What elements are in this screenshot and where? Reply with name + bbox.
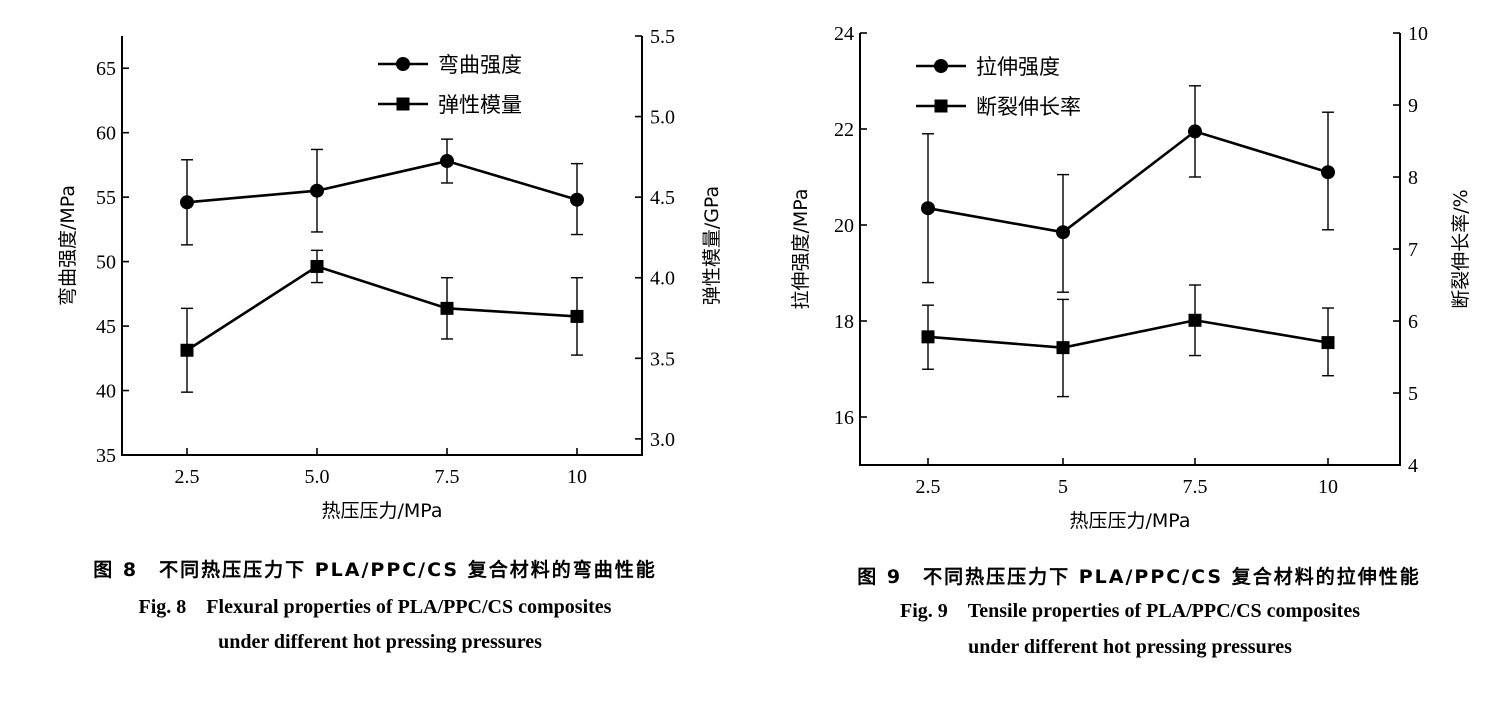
data-point-square: [310, 259, 324, 273]
figure-8-caption-en-line1: Fig. 8 Flexural properties of PLA/PPC/CS…: [138, 596, 612, 618]
figure-8-panel: 35 40 45 50 55 60 65 3.0 3.5 4.0 4.5 5.0 5.5 2.5 5.0 7.…: [57, 26, 723, 653]
legend-marker-circle: [934, 59, 948, 73]
series-line-2: [927, 318, 1329, 349]
y-right-tick-label: 3.0: [650, 429, 675, 451]
figure-9-caption-cn: 图 9 不同热压压力下 PLA/PPC/CS 复合材料的拉伸性能: [857, 566, 1421, 588]
figure-8-caption-en-line2: under different hot pressing pressures: [218, 631, 542, 653]
y-right-tick-label: 4: [1408, 455, 1418, 477]
x-tick-label: 7.5: [435, 466, 460, 488]
y-right-tick-label: 6: [1408, 311, 1418, 333]
figure-9-caption-en-line2: under different hot pressing pressures: [968, 636, 1292, 658]
data-point-circle: [921, 201, 935, 216]
data-point-circle: [440, 154, 454, 169]
y-right-tick-label: 5.0: [650, 107, 675, 129]
series-line-2: [186, 265, 578, 352]
y-left-tick-label: 55: [96, 187, 116, 209]
data-point-square: [1321, 336, 1335, 350]
y-right-tick-label: 5: [1408, 383, 1418, 405]
y-left-tick-label: 16: [834, 407, 854, 429]
data-point-square: [1056, 341, 1070, 355]
tensile-chart: 16 18 20 22 24 4 5 6 7 8 9 10 2.5 5 7.5 10 热压压力/MPa 拉伸强度/…: [790, 23, 1472, 532]
x-axis-title: 热压压力/MPa: [321, 500, 442, 522]
data-point-circle: [1056, 225, 1070, 240]
series-line-1: [186, 159, 578, 204]
data-point-circle: [1188, 124, 1202, 139]
y-right-tick-label: 8: [1408, 167, 1418, 189]
y-right-tick-label: 5.5: [650, 26, 675, 48]
data-point-circle: [570, 192, 584, 207]
data-point-square: [570, 309, 584, 323]
x-tick-label: 7.5: [1183, 476, 1208, 498]
y-right-tick-label: 10: [1408, 23, 1428, 45]
legend-marker-circle: [396, 57, 410, 71]
legend-label: 断裂伸长率: [976, 95, 1081, 119]
x-tick-label: 10: [567, 466, 587, 488]
x-tick-label: 5.0: [305, 466, 330, 488]
data-point-circle: [180, 195, 194, 210]
data-point-square: [440, 301, 454, 315]
series-line-1: [927, 129, 1329, 234]
y-left-axis-title: 拉伸强度/MPa: [790, 188, 812, 309]
legend-label: 弹性模量: [438, 93, 522, 117]
data-point-circle: [1321, 165, 1335, 180]
plot-frame: [859, 33, 1401, 466]
y-left-tick-label: 18: [834, 311, 854, 333]
y-left-tick-label: 50: [96, 252, 116, 274]
data-point-circle: [310, 183, 324, 198]
y-right-tick-label: 4.5: [650, 187, 675, 209]
legend-label: 拉伸强度: [976, 55, 1060, 79]
y-left-tick-label: 65: [96, 58, 116, 80]
y-right-tick-label: 9: [1408, 95, 1418, 117]
y-right-axis-title: 弹性模量/GPa: [701, 186, 723, 305]
y-left-tick-label: 35: [96, 445, 116, 467]
y-left-tick-label: 24: [834, 23, 854, 45]
legend-marker-square: [396, 97, 410, 111]
y-right-tick-label: 4.0: [650, 268, 675, 290]
flexural-chart: 35 40 45 50 55 60 65 3.0 3.5 4.0 4.5 5.0 5.5 2.5 5.0 7.…: [57, 26, 723, 522]
x-tick-label: 5: [1058, 476, 1068, 498]
y-left-tick-label: 40: [96, 381, 116, 403]
y-left-axis-title: 弯曲强度/MPa: [57, 185, 79, 306]
plot-frame: [121, 36, 643, 456]
figure-8-caption-cn: 图 8 不同热压压力下 PLA/PPC/CS 复合材料的弯曲性能: [93, 559, 657, 581]
legend-marker-square: [934, 99, 948, 113]
y-right-tick-label: 7: [1408, 239, 1418, 261]
x-axis-title: 热压压力/MPa: [1069, 510, 1190, 532]
x-tick-label: 10: [1318, 476, 1338, 498]
data-point-square: [180, 343, 194, 357]
figure-9-caption-en-line1: Fig. 9 Tensile properties of PLA/PPC/CS …: [900, 600, 1360, 622]
x-tick-label: 2.5: [175, 466, 200, 488]
y-left-tick-label: 60: [96, 123, 116, 145]
data-point-square: [1188, 313, 1202, 327]
x-tick-label: 2.5: [916, 476, 941, 498]
y-right-tick-label: 3.5: [650, 348, 675, 370]
figure-9-panel: 16 18 20 22 24 4 5 6 7 8 9 10 2.5 5 7.5 10 热压压力/MPa 拉伸强度/…: [750, 0, 1500, 717]
y-left-tick-label: 20: [834, 215, 854, 237]
y-right-axis-title: 断裂伸长率/%: [1450, 189, 1472, 308]
legend-label: 弯曲强度: [438, 53, 522, 77]
data-point-square: [921, 330, 935, 344]
y-left-tick-label: 45: [96, 316, 116, 338]
y-left-tick-label: 22: [834, 119, 854, 141]
